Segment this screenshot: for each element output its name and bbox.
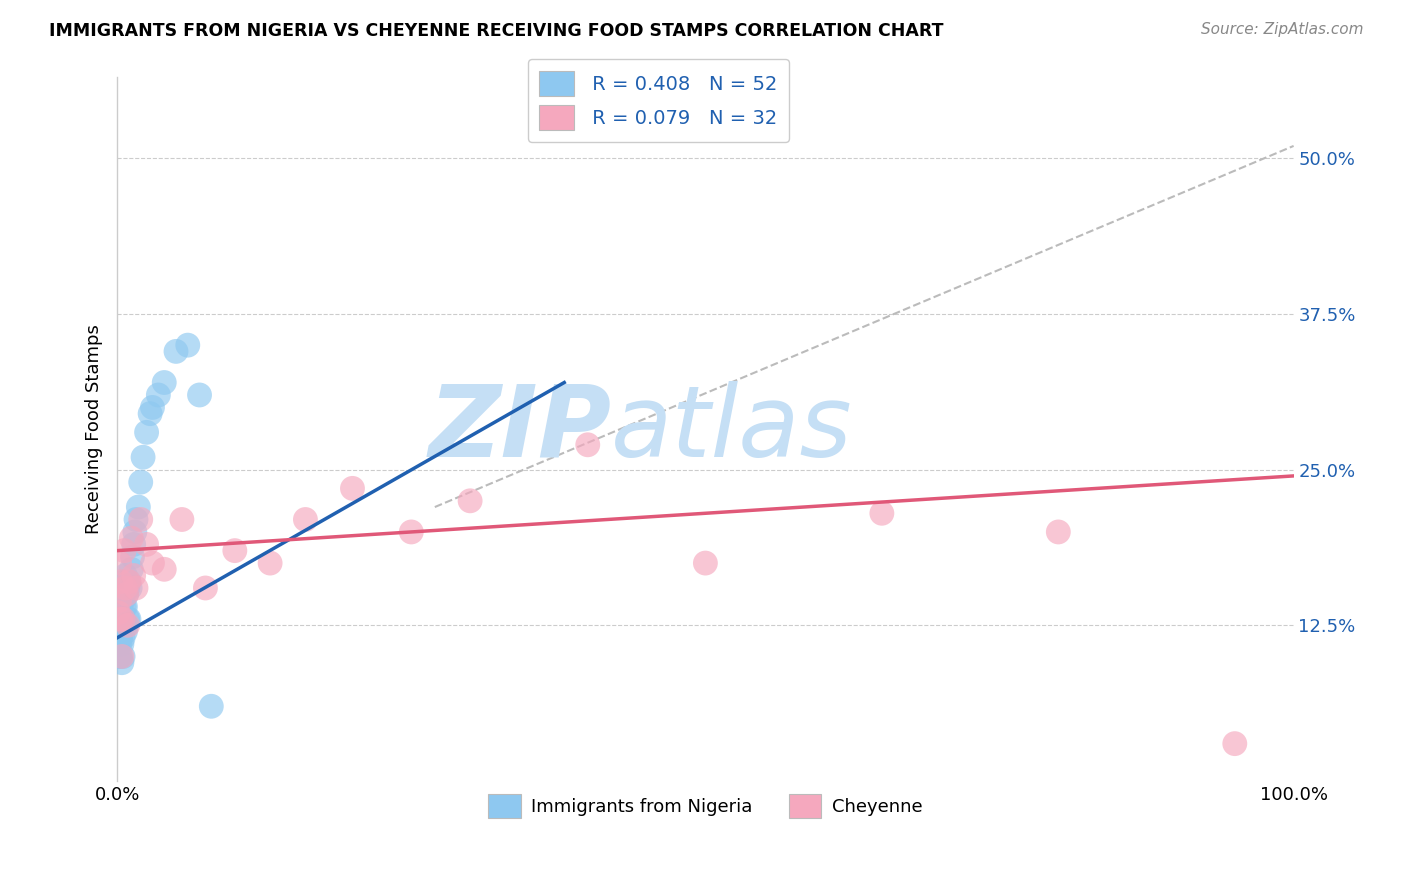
Y-axis label: Receiving Food Stamps: Receiving Food Stamps: [86, 325, 103, 534]
Point: [148, 388, 170, 402]
Point: [107, 606, 129, 620]
Point: [188, 388, 211, 402]
Point: [121, 549, 143, 564]
Text: atlas: atlas: [612, 381, 853, 478]
Text: IMMIGRANTS FROM NIGERIA VS CHEYENNE RECEIVING FOOD STAMPS CORRELATION CHART: IMMIGRANTS FROM NIGERIA VS CHEYENNE RECE…: [49, 22, 943, 40]
Point: [111, 637, 134, 651]
Point: [224, 543, 246, 558]
Point: [139, 407, 162, 421]
Point: [141, 401, 163, 415]
Point: [165, 344, 187, 359]
Point: [870, 506, 893, 520]
Point: [110, 574, 132, 589]
Point: [132, 450, 155, 465]
Point: [110, 631, 132, 645]
Point: [401, 524, 423, 539]
Point: [112, 599, 135, 614]
Text: ZIP: ZIP: [429, 381, 612, 478]
Point: [114, 568, 136, 582]
Point: [108, 556, 131, 570]
Point: [108, 593, 131, 607]
Point: [118, 574, 141, 589]
Point: [135, 425, 157, 440]
Point: [117, 612, 139, 626]
Point: [125, 581, 148, 595]
Point: [110, 599, 132, 614]
Point: [107, 599, 129, 614]
Point: [170, 512, 193, 526]
Point: [108, 637, 131, 651]
Point: [107, 606, 129, 620]
Point: [112, 612, 135, 626]
Point: [114, 624, 136, 639]
Point: [124, 524, 146, 539]
Point: [107, 618, 129, 632]
Point: [122, 568, 145, 582]
Point: [111, 656, 134, 670]
Point: [120, 562, 142, 576]
Point: [114, 581, 136, 595]
Text: Source: ZipAtlas.com: Source: ZipAtlas.com: [1201, 22, 1364, 37]
Point: [112, 631, 135, 645]
Point: [112, 543, 135, 558]
Point: [111, 618, 134, 632]
Point: [108, 624, 131, 639]
Point: [115, 587, 138, 601]
Point: [141, 556, 163, 570]
Point: [458, 493, 481, 508]
Point: [114, 599, 136, 614]
Point: [129, 475, 152, 490]
Point: [111, 593, 134, 607]
Point: [107, 612, 129, 626]
Point: [194, 581, 217, 595]
Point: [112, 581, 135, 595]
Point: [177, 338, 200, 352]
Point: [695, 556, 717, 570]
Point: [108, 649, 131, 664]
Point: [108, 599, 131, 614]
Point: [200, 699, 222, 714]
Point: [115, 618, 138, 632]
Point: [115, 587, 138, 601]
Point: [153, 376, 176, 390]
Point: [294, 512, 316, 526]
Point: [108, 612, 131, 626]
Point: [112, 618, 135, 632]
Point: [112, 574, 135, 589]
Point: [129, 512, 152, 526]
Point: [122, 537, 145, 551]
Point: [259, 556, 281, 570]
Point: [118, 612, 141, 626]
Point: [117, 581, 139, 595]
Point: [120, 531, 142, 545]
Point: [112, 612, 135, 626]
Point: [111, 649, 134, 664]
Point: [110, 649, 132, 664]
Point: [125, 512, 148, 526]
Point: [110, 618, 132, 632]
Point: [118, 574, 141, 589]
Point: [127, 500, 149, 514]
Point: [342, 481, 364, 495]
Point: [112, 649, 135, 664]
Point: [153, 562, 176, 576]
Point: [576, 438, 599, 452]
Point: [135, 537, 157, 551]
Legend: Immigrants from Nigeria, Cheyenne: Immigrants from Nigeria, Cheyenne: [481, 787, 929, 825]
Point: [120, 581, 142, 595]
Point: [112, 593, 135, 607]
Point: [110, 612, 132, 626]
Point: [1223, 737, 1246, 751]
Point: [117, 618, 139, 632]
Point: [1047, 524, 1070, 539]
